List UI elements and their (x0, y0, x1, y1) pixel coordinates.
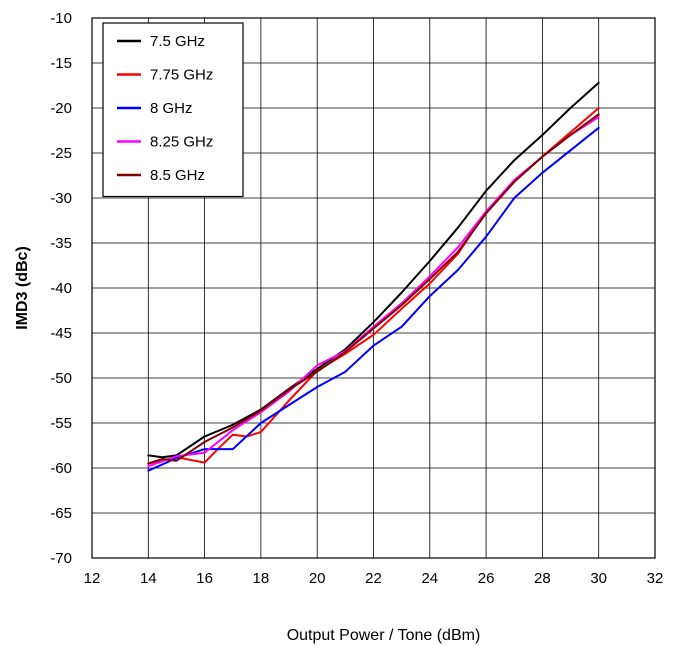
y-tick-label: -55 (50, 415, 72, 432)
y-tick-label: -35 (50, 235, 72, 252)
x-tick-label: 18 (253, 570, 270, 587)
legend-label: 8.5 GHz (150, 167, 205, 184)
x-tick-label: 32 (647, 570, 664, 587)
y-tick-label: -40 (50, 280, 72, 297)
y-tick-label: -15 (50, 55, 72, 72)
x-tick-label: 16 (196, 570, 213, 587)
y-tick-label: -10 (50, 10, 72, 27)
y-tick-label: -50 (50, 370, 72, 387)
x-tick-label: 22 (365, 570, 382, 587)
series-line-3 (147, 126, 600, 472)
legend: 7.5 GHz 7.75 GHz 8 GHz 8.25 GHz 8.5 GHz (102, 22, 244, 198)
series-line-5 (147, 113, 600, 465)
x-tick-label: 20 (309, 570, 326, 587)
y-tick-label: -60 (50, 460, 72, 477)
y-axis-title: IMD3 (dBc) (14, 246, 31, 330)
y-tick-label: -25 (50, 145, 72, 162)
x-axis-title: Output Power / Tone (dBm) (287, 627, 481, 644)
x-tick-labels: 12 14 16 18 20 22 24 26 28 30 32 (84, 570, 664, 587)
x-tick-label: 12 (84, 570, 101, 587)
x-tick-label: 14 (140, 570, 157, 587)
y-tick-label: -70 (50, 550, 72, 567)
y-tick-labels: -10 -15 -20 -25 -30 -35 -40 -45 -50 -55 -60 -65 -70 (50, 10, 72, 567)
x-tick-label: 28 (534, 570, 551, 587)
legend-label: 7.75 GHz (150, 67, 213, 84)
legend-box (102, 22, 244, 198)
series-layer (147, 81, 600, 472)
x-tick-label: 30 (590, 570, 607, 587)
legend-label: 7.5 GHz (150, 33, 205, 50)
x-tick-label: 24 (421, 570, 438, 587)
legend-label: 8.25 GHz (150, 134, 213, 151)
y-tick-label: -45 (50, 325, 72, 342)
y-tick-label: -65 (50, 505, 72, 522)
series-line-1 (147, 81, 600, 459)
y-tick-label: -20 (50, 100, 72, 117)
y-tick-label: -30 (50, 190, 72, 207)
plot-frame (91, 17, 656, 559)
legend-label: 8 GHz (150, 100, 193, 117)
x-tick-label: 26 (478, 570, 495, 587)
